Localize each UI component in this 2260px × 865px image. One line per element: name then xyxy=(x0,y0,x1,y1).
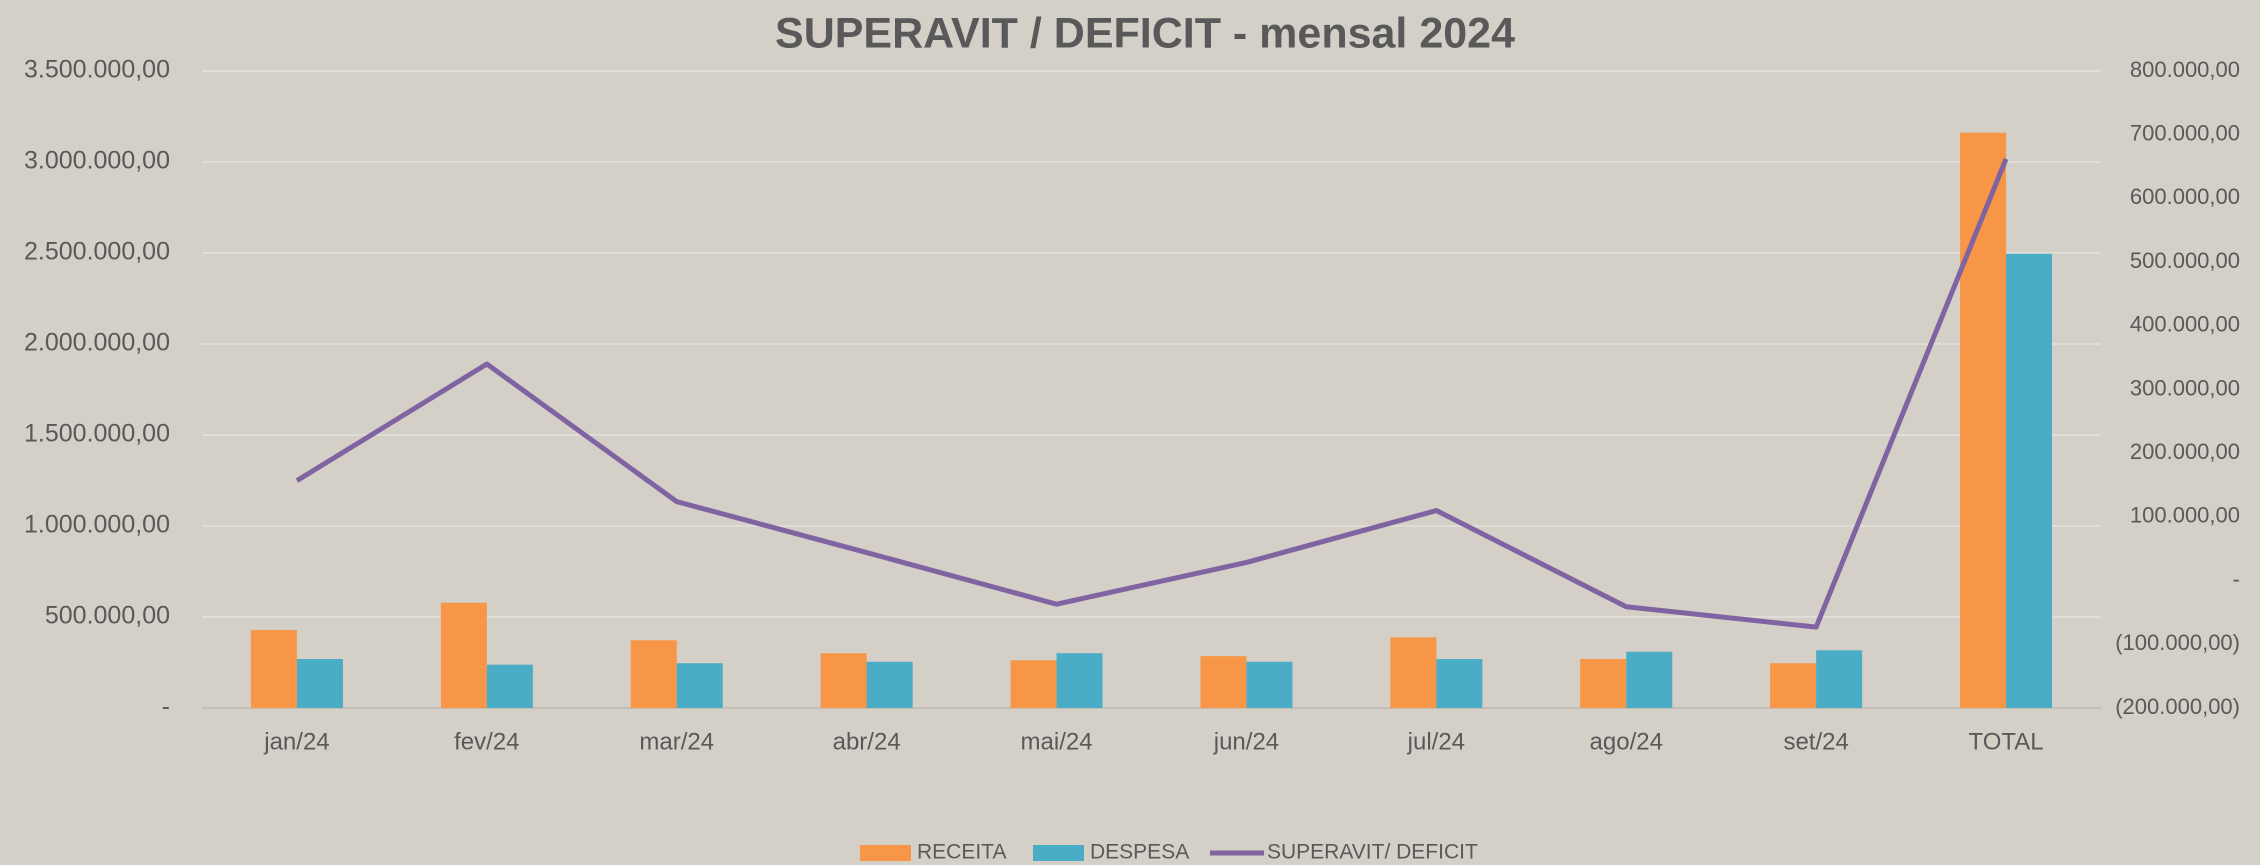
x-tick-label: abr/24 xyxy=(833,728,901,755)
bar xyxy=(250,630,297,708)
y2-tick-label: 800.000,00 xyxy=(2130,57,2240,82)
x-tick-label: mar/24 xyxy=(639,728,714,755)
bar xyxy=(1436,659,1483,708)
bar xyxy=(1390,637,1437,708)
y-tick-label: 1.000.000,00 xyxy=(24,511,170,539)
bar xyxy=(486,664,533,708)
legend-swatch xyxy=(860,845,911,861)
bar xyxy=(2006,253,2053,708)
x-tick-label: set/24 xyxy=(1783,728,1848,755)
x-tick-label: mai/24 xyxy=(1021,728,1093,755)
y2-tick-label: 200.000,00 xyxy=(2130,439,2240,464)
y-tick-label: 1.500.000,00 xyxy=(24,420,170,448)
legend-label: SUPERAVIT/ DEFICIT xyxy=(1267,841,1478,864)
y2-tick-label: 100.000,00 xyxy=(2130,503,2240,528)
bar xyxy=(676,663,723,708)
bar xyxy=(1960,132,2007,708)
y2-tick-label: (100.000,00) xyxy=(2115,630,2240,655)
y2-tick-label: 400.000,00 xyxy=(2130,312,2240,337)
x-tick-label: jun/24 xyxy=(1213,728,1279,755)
bar xyxy=(1816,650,1863,708)
x-tick-label: ago/24 xyxy=(1590,728,1663,755)
y-tick-label: 2.000.000,00 xyxy=(24,329,170,357)
bar xyxy=(866,661,913,708)
x-tick-label: TOTAL xyxy=(1968,728,2043,755)
y-tick-label: 500.000,00 xyxy=(45,602,170,630)
y-tick-label: 3.000.000,00 xyxy=(24,147,170,175)
bar xyxy=(1626,651,1673,708)
y2-tick-label: 600.000,00 xyxy=(2130,184,2240,209)
y2-tick-label: 300.000,00 xyxy=(2130,375,2240,400)
y2-tick-label: (200.000,00) xyxy=(2115,694,2240,719)
chart-title: SUPERAVIT / DEFICIT - mensal 2024 xyxy=(775,9,1515,57)
x-tick-label: jan/24 xyxy=(263,728,329,755)
bar xyxy=(630,640,677,708)
bar xyxy=(1770,663,1817,708)
x-tick-label: jul/24 xyxy=(1407,728,1465,755)
bar xyxy=(296,659,343,708)
y2-tick-label: - xyxy=(2233,566,2240,591)
bar xyxy=(1246,661,1293,708)
y2-tick-label: 700.000,00 xyxy=(2130,121,2240,146)
y-tick-label: - xyxy=(162,693,170,721)
bar xyxy=(1200,656,1247,708)
bar xyxy=(1056,653,1103,708)
legend-label: DESPESA xyxy=(1090,841,1189,864)
y-tick-label: 2.500.000,00 xyxy=(24,238,170,266)
bar xyxy=(1580,659,1627,708)
y-tick-label: 3.500.000,00 xyxy=(24,56,170,84)
bar xyxy=(820,653,867,708)
x-tick-label: fev/24 xyxy=(454,728,519,755)
legend-label: RECEITA xyxy=(917,841,1006,864)
bar xyxy=(1010,660,1057,708)
legend-swatch xyxy=(1033,845,1084,861)
line xyxy=(295,157,2009,630)
bar xyxy=(440,602,487,708)
y2-tick-label: 500.000,00 xyxy=(2130,248,2240,273)
